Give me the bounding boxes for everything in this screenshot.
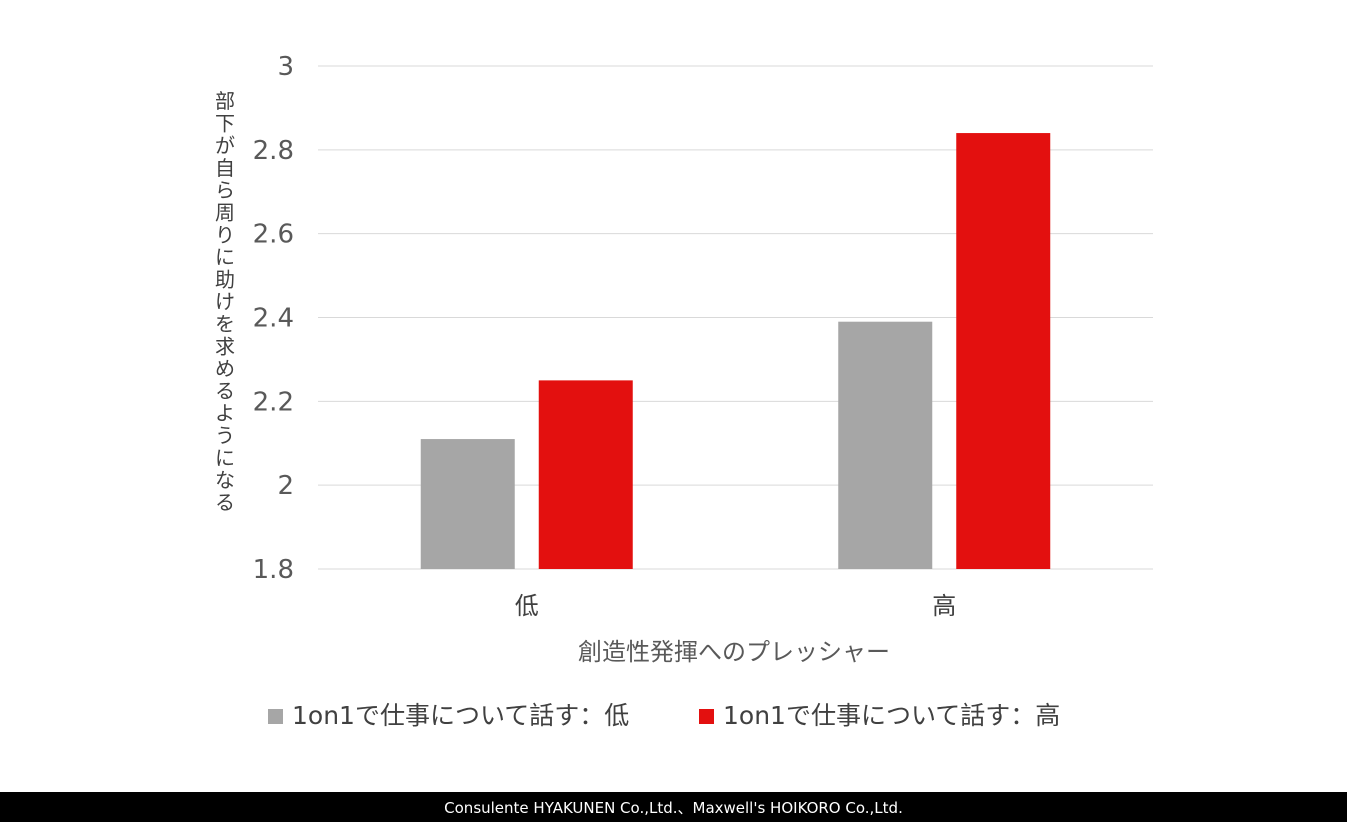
y-axis-title-char: を — [215, 312, 235, 336]
legend-swatch — [699, 709, 714, 724]
x-category-label: 高 — [932, 592, 956, 620]
y-tick-label: 2.8 — [253, 136, 294, 166]
legend-label: 1on1で仕事について話す：低 — [292, 701, 629, 730]
x-axis-title: 創造性発揮へのプレッシャー — [578, 638, 890, 666]
bar — [956, 133, 1051, 570]
bars — [420, 133, 1051, 570]
footer-credit: Consulente HYAKUNEN Co.,Ltd.、Maxwell's H… — [444, 798, 903, 817]
y-axis-title-char: に — [215, 446, 235, 470]
y-axis-title-char: り — [215, 223, 235, 247]
y-axis-title-char: 助 — [215, 267, 235, 291]
y-tick-label: 2.6 — [253, 220, 294, 250]
y-tick-label: 2.4 — [253, 304, 294, 334]
y-axis-title-char: る — [215, 490, 235, 514]
y-axis-title-char: う — [215, 424, 235, 448]
y-tick-label: 1.8 — [253, 555, 294, 585]
y-tick-label: 2.2 — [253, 387, 294, 417]
y-axis-title-char: 部 — [215, 89, 235, 113]
footer-bar: Consulente HYAKUNEN Co.,Ltd.、Maxwell's H… — [0, 792, 1347, 822]
legend-label: 1on1で仕事について話す：高 — [723, 701, 1060, 730]
y-axis-title-char: 求 — [215, 334, 235, 358]
y-axis-ticks: 1.8 2 2.2 2.4 2.6 2.8 3 — [253, 52, 294, 585]
y-axis-title-char: よ — [215, 401, 235, 425]
y-axis-title-char: る — [215, 379, 235, 403]
y-tick-label: 3 — [277, 52, 294, 82]
legend: 1on1で仕事について話す：低 1on1で仕事について話す：高 — [268, 701, 1060, 730]
y-axis-title-char: ら — [215, 178, 235, 202]
y-axis-title-char: な — [215, 468, 235, 492]
x-axis-categories: 低高 — [515, 592, 957, 620]
bar — [538, 380, 633, 569]
y-tick-label: 2 — [277, 471, 294, 501]
bar — [420, 439, 515, 569]
y-axis-title-char: 自 — [215, 156, 235, 180]
y-axis-title-char: に — [215, 245, 235, 269]
x-category-label: 低 — [515, 592, 539, 620]
y-axis-title-char: 周 — [215, 201, 235, 225]
bar-chart: 1.822.22.42.62.83 低高 創造性発揮へのプレッシャー 部下が自ら… — [215, 52, 1153, 730]
legend-swatch — [268, 709, 283, 724]
y-axis-title-char: が — [215, 134, 235, 158]
y-axis-title-char: め — [215, 357, 235, 381]
y-axis-title-char: け — [215, 290, 235, 314]
y-axis-title-char: 下 — [215, 111, 235, 135]
bar — [838, 321, 933, 569]
